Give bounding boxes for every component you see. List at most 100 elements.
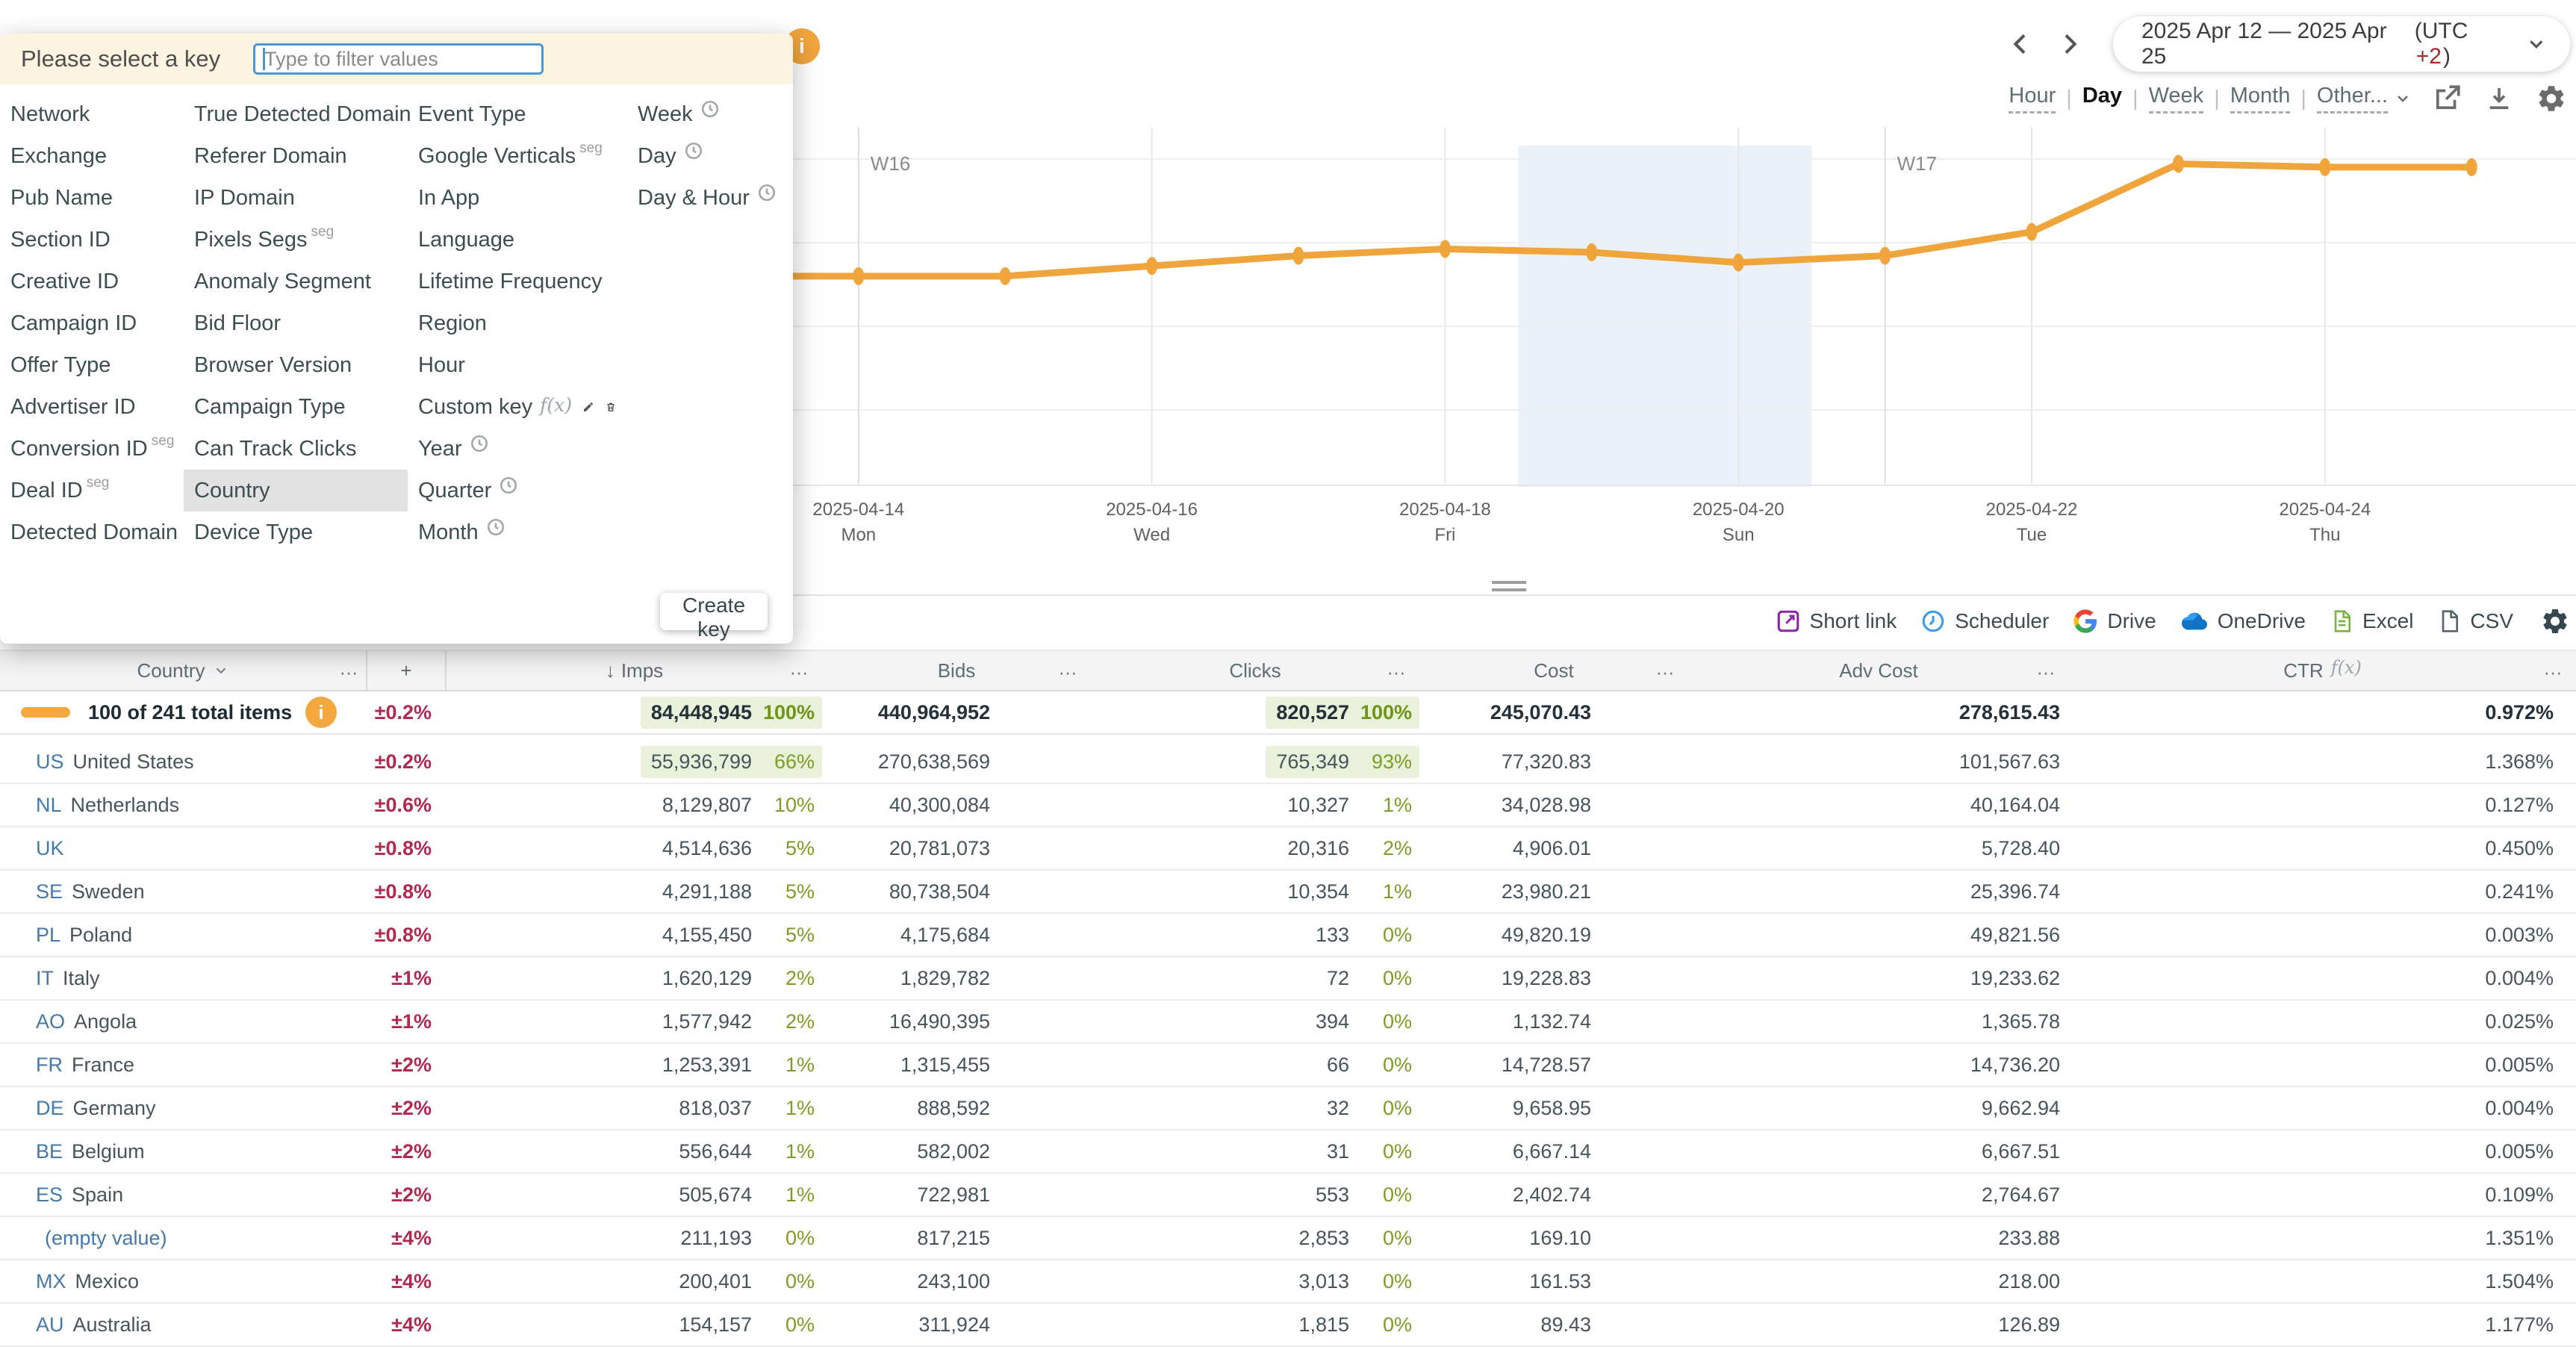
country-code[interactable]: UK [36,836,64,859]
key-option-referer-domain[interactable]: Referer Domain [194,143,347,168]
table-row-de[interactable]: DE Germany ±2% 818,037 1% 888,592 32 0% 9,658.95… [0,1087,2576,1130]
key-option-browser-version[interactable]: Browser Version [194,352,352,377]
imps-menu-icon[interactable]: … [789,656,810,679]
country-code[interactable]: DE [36,1096,64,1119]
key-option-section-id[interactable]: Section ID [10,227,111,252]
scheduler-button[interactable]: Scheduler [1920,609,2049,634]
key-option-day[interactable]: Day [627,135,793,177]
key-option-quarter[interactable]: Quarter [408,470,627,511]
key-option-pub-name[interactable]: Pub Name [10,185,113,210]
table-row-pl[interactable]: PL Poland ±0.8% 4,155,450 5% 4,175,684 133 0% 49… [0,914,2576,957]
country-code[interactable]: PL [36,923,61,946]
key-option-anomaly-segment[interactable]: Anomaly Segment [194,269,371,293]
granularity-day[interactable]: Day [2082,84,2123,108]
key-option-campaign-id[interactable]: Campaign ID [10,311,137,335]
adv-cost-menu-icon[interactable]: … [2036,656,2057,679]
column-header-imps[interactable]: ↓ Imps … [445,651,822,690]
table-row-uk[interactable]: UK ±0.8% 4,514,636 5% 20,781,073 20,316 2% 4,90… [0,827,2576,871]
country-code[interactable]: ES [36,1183,63,1206]
key-option-can-track-clicks[interactable]: Can Track Clicks [194,436,357,461]
granularity-month[interactable]: Month [2230,84,2291,113]
edit-pencil-icon[interactable] [582,396,594,417]
table-row-au[interactable]: AU Australia ±4% 154,157 0% 311,924 1,815 0% 89.… [0,1304,2576,1347]
table-row-be[interactable]: BE Belgium ±2% 556,644 1% 582,002 31 0% 6,667.14… [0,1130,2576,1174]
table-row-it[interactable]: IT Italy ±1% 1,620,129 2% 1,829,782 72 0% 19,228… [0,957,2576,1001]
country-code[interactable]: IT [36,966,54,989]
column-header-cost[interactable]: Cost … [1534,656,1676,682]
key-option-week[interactable]: Week [627,93,793,135]
key-option-true-detected-domain[interactable]: True Detected Domain [194,102,411,126]
key-option-lifetime-frequency[interactable]: Lifetime Frequency [418,269,603,293]
delete-trash-icon[interactable] [605,396,617,417]
cost-menu-icon[interactable]: … [1655,656,1676,679]
country-code[interactable]: SE [36,880,63,903]
chart-settings-button[interactable] [2536,82,2569,115]
table-row-mx[interactable]: MX Mexico ±4% 200,401 0% 243,100 3,013 0% 161.53… [0,1260,2576,1304]
table-row-fr[interactable]: FR France ±2% 1,253,391 1% 1,315,455 66 0% 14,72… [0,1044,2576,1087]
column-header-ctr[interactable]: CTR f(x) … [2283,656,2564,682]
country-code[interactable]: FR [36,1053,63,1076]
country-code[interactable]: AO [36,1010,66,1033]
table-row-nl[interactable]: NL Netherlands ±0.6% 8,129,807 10% 40,300,084… [0,784,2576,827]
key-option-conversion-id[interactable]: Conversion ID seg [10,433,175,461]
column-header-country[interactable]: Country … [0,651,366,690]
key-option-custom-key[interactable]: Custom key f(x) [408,386,627,428]
info-icon[interactable]: i [305,697,337,728]
resize-drag-handle[interactable] [1492,581,1526,593]
date-range-picker[interactable]: 2025 Apr 12 — 2025 Apr 25 (UTC +2) [2113,16,2570,72]
granularity-week[interactable]: Week [2148,84,2204,113]
key-option-advertiser-id[interactable]: Advertiser ID [10,394,136,419]
open-report-button[interactable] [2431,82,2464,115]
short-link-button[interactable]: Short link [1776,609,1897,634]
bids-menu-icon[interactable]: … [1058,656,1079,679]
key-option-ip-domain[interactable]: IP Domain [194,185,295,210]
key-option-country[interactable]: Country [184,470,408,511]
table-totals-row[interactable]: 100 of 241 total items i ±0.2% 84,448,94… [0,691,2576,735]
country-menu-icon[interactable]: … [339,656,360,679]
key-option-region[interactable]: Region [418,311,487,335]
key-option-device-type[interactable]: Device Type [194,520,314,544]
key-filter-input[interactable] [253,43,544,75]
country-code[interactable]: BE [36,1139,63,1163]
table-settings-button[interactable] [2540,606,2570,636]
key-option-in-app[interactable]: In App [418,185,480,210]
column-header-adv-cost[interactable]: Adv Cost … [1839,656,2057,682]
key-option-deal-id[interactable]: Deal ID seg [10,475,110,503]
key-option-pixels-segs[interactable]: Pixels Segs seg [194,224,335,252]
key-option-detected-domain[interactable]: Detected Domain [10,520,178,544]
key-option-hour[interactable]: Hour [418,352,465,377]
country-code[interactable]: AU [36,1313,64,1336]
granularity-other[interactable]: Other... [2316,84,2388,113]
column-header-clicks[interactable]: Clicks … [1229,656,1407,682]
key-option-bid-floor[interactable]: Bid Floor [194,311,281,335]
country-code[interactable]: NL [36,793,62,816]
create-key-button[interactable]: Create key [660,593,768,641]
key-option-google-verticals[interactable]: Google Verticals seg [418,140,603,168]
column-header-add[interactable]: + [366,651,445,690]
table-row-se[interactable]: SE Sweden ±0.8% 4,291,188 5% 80,738,504 10,354… [0,871,2576,914]
granularity-expand-icon[interactable] [2394,90,2412,108]
key-option-campaign-type[interactable]: Campaign Type [194,394,346,419]
key-option-language[interactable]: Language [418,227,515,252]
download-chart-button[interactable] [2483,82,2516,115]
date-next-button[interactable] [2055,27,2089,61]
table-row-ao[interactable]: AO Angola ±1% 1,577,942 2% 16,490,395 394 0% 1,1… [0,1001,2576,1044]
table-row-us[interactable]: US United States ±0.2% 55,936,799 66% 270,638… [0,741,2576,784]
key-option-day-hour[interactable]: Day & Hour [627,177,793,219]
table-row-empty-value[interactable]: (empty value) ±4% 211,193 0% 817,215 2,853 0% 1… [0,1217,2576,1260]
collapse-dash-icon[interactable] [21,707,70,718]
granularity-hour[interactable]: Hour [2009,84,2056,113]
export-drive-button[interactable]: Drive [2073,609,2156,634]
key-option-network[interactable]: Network [10,102,90,126]
key-option-event-type[interactable]: Event Type [418,102,526,126]
date-prev-button[interactable] [2006,27,2040,61]
ctr-menu-icon[interactable]: … [2543,656,2564,679]
key-option-month[interactable]: Month [408,511,627,553]
country-code[interactable]: US [36,750,64,773]
export-onedrive-button[interactable]: OneDrive [2180,609,2306,634]
table-row-es[interactable]: ES Spain ±2% 505,674 1% 722,981 553 0% 2,402.74 2… [0,1174,2576,1217]
key-option-year[interactable]: Year [408,428,627,470]
country-code[interactable]: MX [36,1269,66,1292]
key-option-creative-id[interactable]: Creative ID [10,269,119,293]
column-header-bids[interactable]: Bids … [937,656,1079,682]
